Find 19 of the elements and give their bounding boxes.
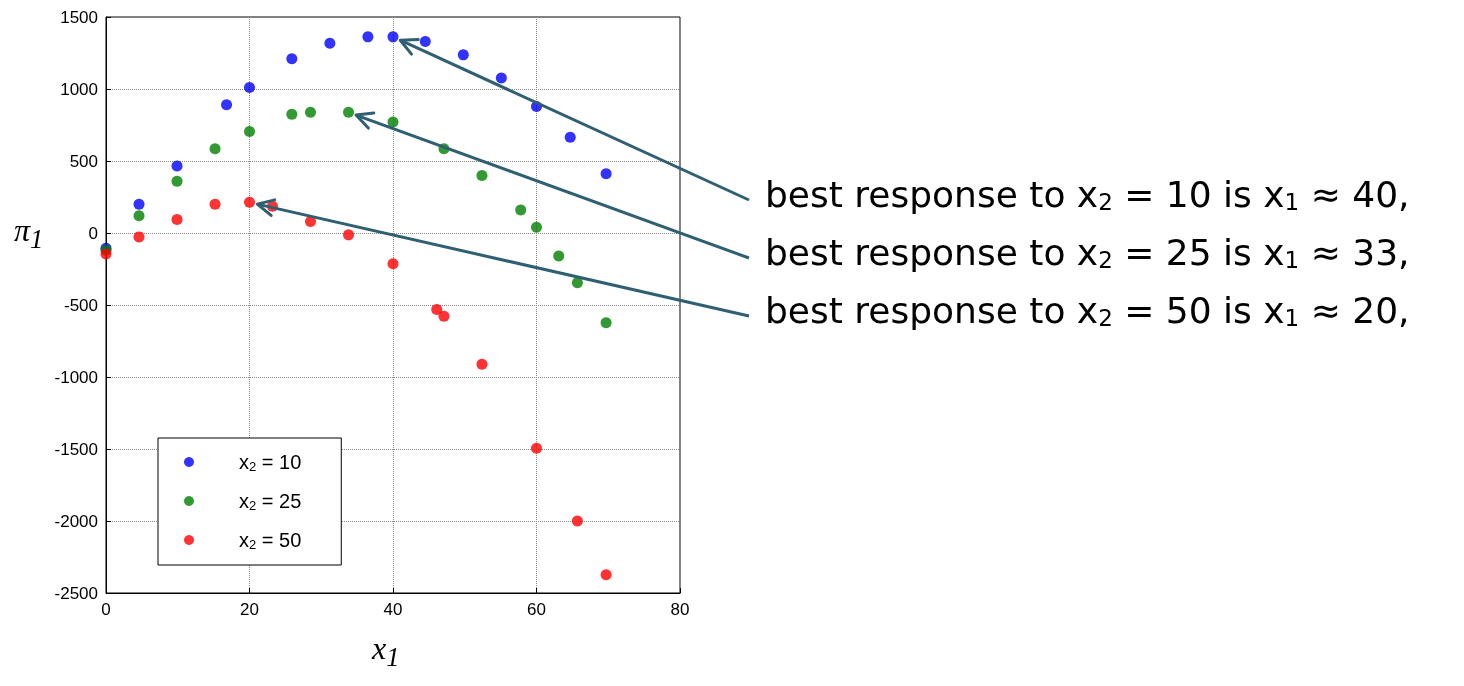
y-tick-label: -1500 — [54, 439, 98, 459]
x-tick-label: 20 — [240, 600, 259, 619]
x-axis-title: x$_{1}$ — [372, 630, 400, 674]
annotation: best response to x2 = 25 is x1 ≈ 33, — [765, 231, 1410, 273]
x-tick-label: 60 — [527, 600, 546, 619]
annotation: best response to x2 = 10 is x1 ≈ 40, — [765, 173, 1410, 215]
annotation: best response to x2 = 50 is x1 ≈ 20, — [765, 289, 1410, 331]
x-tick-label: 40 — [383, 600, 403, 619]
y-tick-label: -2000 — [54, 511, 98, 531]
y-tick-label: -1000 — [54, 367, 98, 387]
x-tick-label: 80 — [670, 600, 690, 619]
y-tick-label: -2500 — [54, 583, 98, 603]
y-tick-label: 0 — [88, 223, 98, 243]
y-tick-label: 1000 — [60, 79, 98, 99]
y-tick-label: 1500 — [60, 7, 98, 27]
y-tick-label: 500 — [69, 151, 98, 171]
y-tick-label: -500 — [63, 295, 98, 315]
x-tick-label: 0 — [101, 600, 111, 619]
y-axis-title: π$_{1}$ — [14, 212, 44, 256]
